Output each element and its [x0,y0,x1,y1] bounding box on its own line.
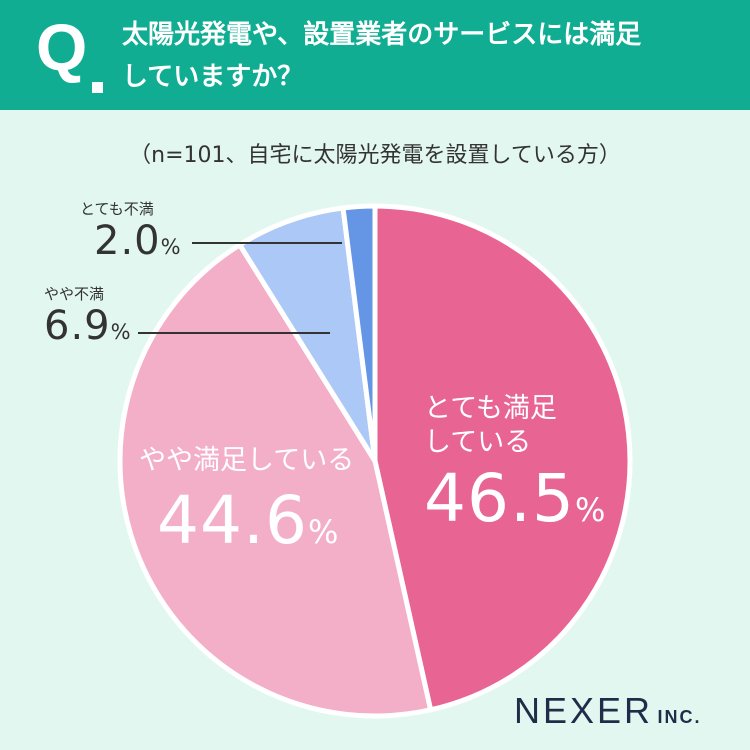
slice-label-category: とても不満 [80,200,154,218]
question-text: 太陽光発電や、設置業者のサービスには満足 していますか？ [122,14,732,98]
slice-value: 46.5% [424,460,607,537]
question-line-1: 太陽光発電や、設置業者のサービスには満足 [122,20,642,50]
pie-slice-somewhat-satisfied [117,242,434,719]
slice-label-category: とても満足 [424,393,557,424]
slice-value: 6.9% [44,303,132,349]
pie-slice-very-satisfied [372,203,633,713]
pie-slices [117,203,633,719]
slice-label-category: やや不満 [44,285,105,303]
slice-value: 44.6% [157,482,340,559]
question-header: Q 太陽光発電や、設置業者のサービスには満足 していますか？ [0,0,750,110]
question-line-2: していますか？ [122,62,304,92]
slice-label-category: やや満足している [139,445,355,476]
slice-value: 2.0% [94,218,182,264]
nexer-logo: NEXER INC. [514,690,702,731]
sample-note: （n=101、自宅に太陽光発電を設置している方） [129,143,621,168]
pie-slice-very-dissatisfied [340,203,378,464]
slice-label-very-satisfied: とても満足 している 46.5% [424,392,606,547]
slice-label-category-2: している [424,427,532,458]
slice-label-somewhat-dissatisfied: やや不満 6.9% [44,285,132,355]
leader-lines [138,242,342,334]
q-dot [92,82,103,93]
slice-label-somewhat-satisfied: やや満足している 44.6% [139,444,354,569]
q-mark: Q [36,10,88,84]
slice-label-very-dissatisfied: とても不満 2.0% [80,200,182,270]
